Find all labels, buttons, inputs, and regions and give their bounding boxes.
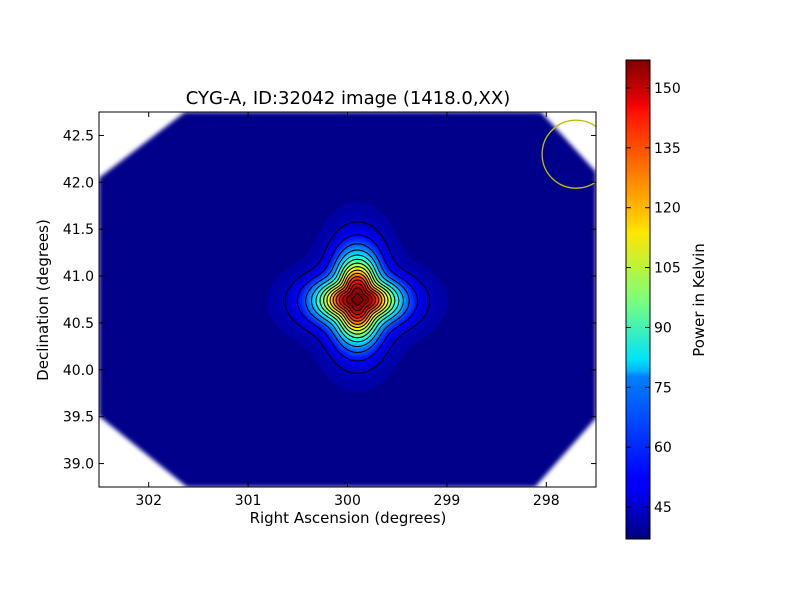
beam-marker: [541, 119, 596, 189]
y-tick-label: 39.5: [63, 410, 94, 426]
y-tick-label: 39.0: [63, 457, 94, 473]
colorbar-tick-label: 45: [654, 500, 672, 516]
x-axis-ticks: 302 301 300 299 298: [135, 112, 560, 509]
x-tick-label: 298: [533, 493, 560, 509]
y-axis-ticks: 39.0 39.5 40.0 40.5 41.0 41.5 42.0 42.5: [63, 128, 596, 473]
x-tick-label: 299: [434, 493, 461, 509]
colorbar-gradient: [625, 59, 651, 540]
colorbar-tick-label: 135: [654, 141, 681, 157]
x-tick-label: 302: [135, 493, 162, 509]
contour-line: [315, 254, 400, 343]
colorbar-tick-label: 105: [654, 261, 681, 277]
colorbar-tick-label: 90: [654, 320, 672, 336]
y-axis-label: Declination (degrees): [34, 219, 52, 381]
contour-line: [329, 269, 386, 329]
x-tick-label: 301: [235, 493, 262, 509]
y-tick-label: 41.5: [63, 222, 94, 238]
plot-area: 302 301 300 299 298 39.0 39.5 40.0 40.5 41.0 41.5…: [63, 111, 597, 509]
contour-line: [338, 279, 377, 319]
contour-line: [335, 276, 380, 322]
x-axis-label: Right Ascension (degrees): [250, 509, 447, 527]
y-tick-label: 42.0: [63, 175, 94, 191]
y-tick-label: 40.0: [63, 363, 94, 379]
colorbar-ticks: 45 60 75 90 105 120 135 150: [626, 81, 681, 516]
contour-layer: [284, 221, 431, 374]
y-tick-label: 42.5: [63, 128, 94, 144]
contour-line: [345, 287, 369, 312]
y-tick-label: 40.5: [63, 316, 94, 332]
colorbar-tick-label: 120: [654, 201, 681, 217]
contour-line: [332, 272, 383, 325]
contour-line: [319, 258, 396, 339]
colorbar-tick-label: 150: [654, 81, 681, 97]
colorbar-tick-label: 75: [654, 380, 672, 396]
contour-line: [284, 221, 431, 374]
colorbar-label: Power in Kelvin: [690, 243, 708, 357]
chart-title: CYG-A, ID:32042 image (1418.0,XX): [186, 88, 510, 109]
y-tick-label: 41.0: [63, 269, 94, 285]
x-tick-label: 300: [334, 493, 361, 509]
colorbar: 45 60 75 90 105 120 135 150 Power in Kelvin: [625, 59, 708, 540]
contour-line: [310, 249, 404, 348]
contour-line: [296, 234, 419, 362]
contour-line: [305, 243, 410, 354]
colorbar-tick-label: 60: [654, 440, 672, 456]
contour-line: [323, 262, 392, 335]
contour-line: [351, 292, 364, 306]
contour-line: [326, 266, 389, 332]
contour-line: [342, 283, 373, 316]
